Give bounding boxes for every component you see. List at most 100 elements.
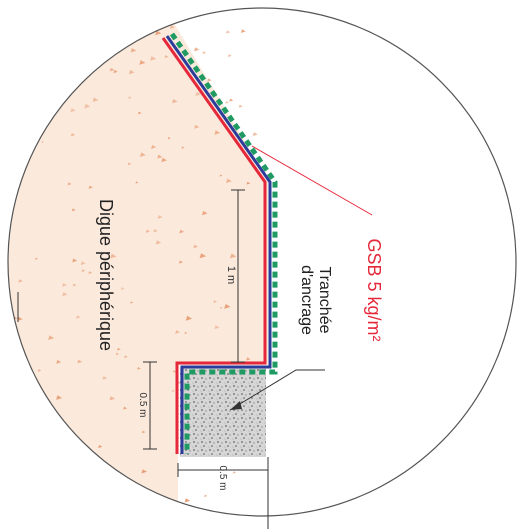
soil-speckle (1, 490, 6, 494)
soil-speckle (110, 253, 117, 259)
soil-speckle (225, 101, 229, 104)
soil-speckle (81, 269, 86, 272)
soil-speckle (39, 40, 45, 44)
soil-speckle (84, 103, 91, 109)
soil-speckle (123, 406, 128, 410)
soil-speckle (246, 357, 251, 361)
soil-speckle (139, 152, 146, 158)
soil-speckle (71, 208, 76, 212)
soil-speckle (109, 67, 115, 72)
soil-speckle (130, 301, 134, 304)
soil-speckle (38, 30, 42, 34)
soil-speckle (70, 133, 75, 137)
soil-speckle (202, 51, 207, 54)
soil-speckle (8, 94, 9, 97)
soil-speckle (8, 72, 11, 77)
soil-speckle (161, 157, 167, 163)
soil-speckle (178, 260, 184, 264)
soil-speckle (115, 352, 120, 356)
soil-speckle (80, 261, 86, 266)
dimension-05m-horizontal-label: 0.5 m (217, 465, 228, 490)
geomembrane-label: GSB 5 kg/m² (364, 238, 384, 341)
soil-speckle (150, 55, 157, 61)
soil-speckle (80, 43, 87, 49)
soil-speckle (201, 210, 208, 216)
embankment-label: Digue périphérique (96, 199, 116, 351)
soil-speckle (185, 315, 193, 321)
soil-speckle (42, 88, 47, 92)
soil-speckle (113, 69, 118, 74)
soil-speckle (139, 60, 146, 65)
soil-speckle (20, 397, 24, 401)
soil-speckle (232, 471, 237, 474)
soil-speckle (128, 96, 132, 99)
soil-speckle (37, 369, 42, 372)
soil-speckle (42, 99, 47, 103)
soil-speckle (150, 144, 157, 149)
soil-speckle (17, 316, 23, 321)
soil-speckle (164, 55, 169, 59)
soil-speckle (194, 124, 200, 129)
soil-speckle (72, 283, 77, 287)
soil-speckle (194, 47, 200, 52)
soil-speckle (8, 174, 12, 179)
soil-speckle (17, 69, 23, 74)
soil-speckle (41, 140, 45, 143)
soil-speckle (60, 513, 64, 516)
soil-speckle (172, 389, 175, 392)
soil-speckle (102, 376, 108, 380)
soil-speckle (56, 395, 63, 400)
anchorage-trench-fill (180, 367, 266, 457)
soil-speckle (240, 29, 246, 33)
soil-speckle (226, 178, 232, 184)
soil-speckle (88, 271, 93, 274)
soil-speckle (56, 359, 62, 364)
dimension-05m-vertical (143, 361, 157, 450)
soil-speckle (175, 330, 180, 334)
soil-speckle (117, 347, 121, 351)
soil-speckle (226, 30, 231, 34)
soil-speckle (171, 98, 178, 104)
soil-speckle (98, 444, 103, 449)
soil-speckle (38, 419, 43, 423)
soil-speckle (214, 130, 221, 135)
dimension-05m-horizontal (177, 457, 269, 529)
soil-speckle (181, 146, 185, 149)
soil-speckle (157, 215, 163, 219)
soil-speckle (155, 240, 162, 245)
dimension-1m-label: 1 m (225, 266, 237, 284)
soil-speckle (83, 482, 86, 485)
soil-speckle (137, 366, 141, 370)
soil-speckle (52, 512, 58, 516)
soil-speckle (169, 24, 175, 29)
soil-speckle (130, 48, 137, 53)
soil-speckle (127, 162, 132, 166)
soil-speckle (219, 174, 223, 177)
soil-speckle (193, 244, 199, 249)
soil-speckle (141, 469, 147, 474)
soil-speckle (3, 191, 8, 195)
trench-label-line1: Tranchée (316, 267, 333, 334)
soil-speckle (67, 182, 72, 186)
soil-speckle (124, 355, 128, 359)
soil-speckle (141, 430, 146, 434)
soil-speckle (94, 518, 100, 522)
soil-speckle (128, 69, 135, 75)
soil-speckle (219, 306, 223, 309)
soil-speckle (40, 519, 43, 521)
soil-speckle (238, 104, 243, 108)
soil-speckle (8, 492, 10, 497)
soil-speckle (167, 136, 171, 140)
soil-speckle (246, 181, 251, 185)
soil-speckle (62, 292, 68, 297)
soil-speckle (88, 185, 93, 189)
soil-speckle (179, 229, 185, 234)
soil-speckle (77, 359, 83, 364)
soil-speckle (80, 15, 87, 21)
soil-speckle (8, 88, 9, 94)
soil-speckle (50, 497, 56, 501)
soil-speckle (109, 396, 116, 401)
soil-speckle (103, 482, 107, 485)
soil-speckle (110, 8, 115, 11)
